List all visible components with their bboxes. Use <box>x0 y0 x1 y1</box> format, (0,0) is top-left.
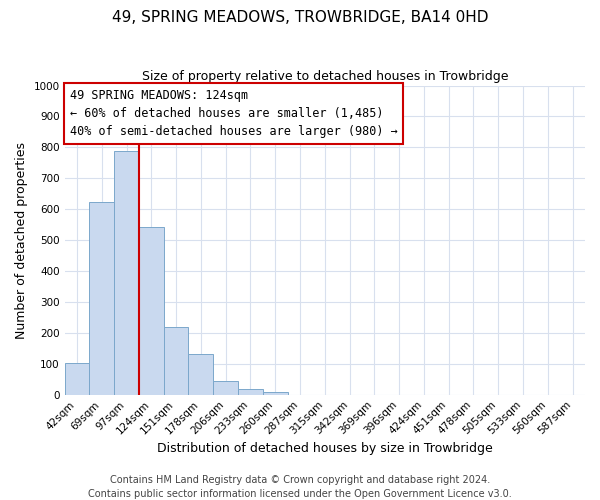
Y-axis label: Number of detached properties: Number of detached properties <box>15 142 28 338</box>
Bar <box>238 389 263 394</box>
Text: 49 SPRING MEADOWS: 124sqm
← 60% of detached houses are smaller (1,485)
40% of se: 49 SPRING MEADOWS: 124sqm ← 60% of detac… <box>70 88 397 138</box>
Bar <box>263 392 287 394</box>
Bar <box>188 354 213 395</box>
Bar <box>114 152 139 394</box>
X-axis label: Distribution of detached houses by size in Trowbridge: Distribution of detached houses by size … <box>157 442 493 455</box>
Title: Size of property relative to detached houses in Trowbridge: Size of property relative to detached ho… <box>142 70 508 83</box>
Bar <box>65 363 89 394</box>
Bar <box>213 381 238 394</box>
Text: 49, SPRING MEADOWS, TROWBRIDGE, BA14 0HD: 49, SPRING MEADOWS, TROWBRIDGE, BA14 0HD <box>112 10 488 25</box>
Text: Contains HM Land Registry data © Crown copyright and database right 2024.
Contai: Contains HM Land Registry data © Crown c… <box>88 475 512 499</box>
Bar <box>164 326 188 394</box>
Bar <box>89 202 114 394</box>
Bar <box>139 227 164 394</box>
